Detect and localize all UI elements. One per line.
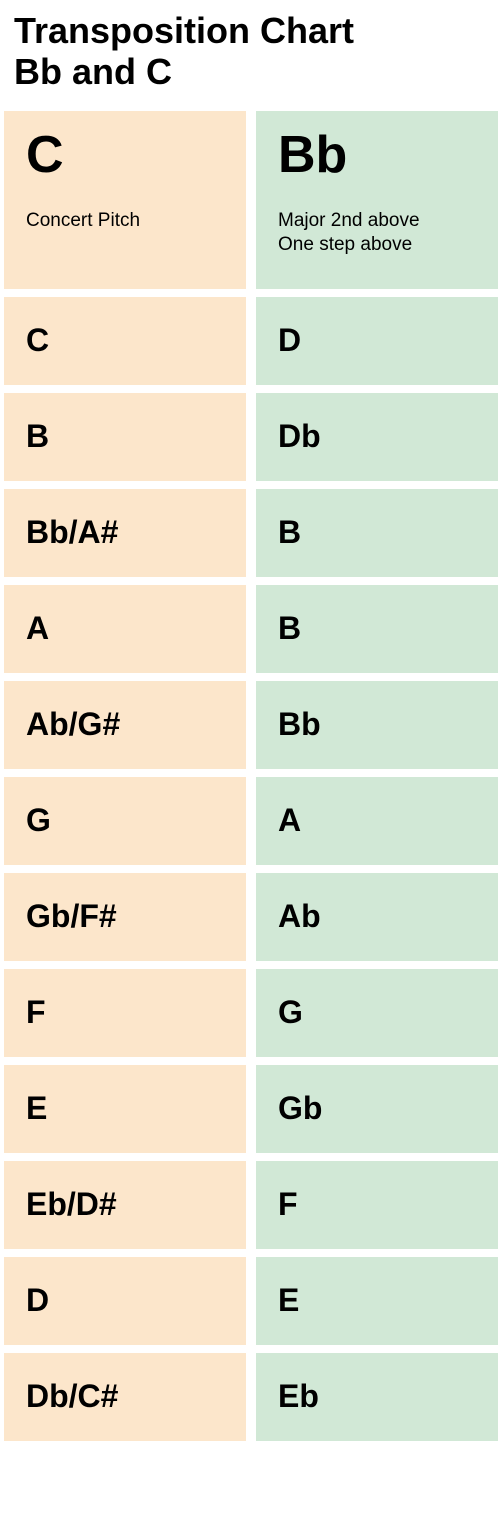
note-cell: Bb <box>256 681 498 769</box>
note-cell: Eb <box>256 1353 498 1441</box>
note-cell: B <box>256 489 498 577</box>
column-key: Bb <box>278 125 498 185</box>
note-cell: G <box>4 777 246 865</box>
note-cell: G <box>256 969 498 1057</box>
column-key: C <box>26 125 246 185</box>
title-line2: Bb and C <box>14 51 488 92</box>
transposition-grid: C Concert Pitch Bb Major 2nd aboveOne step … <box>0 111 502 1441</box>
column-subtitle: Major 2nd aboveOne step above <box>278 209 498 258</box>
note-cell: Eb/D# <box>4 1161 246 1249</box>
note-cell: Db <box>256 393 498 481</box>
note-cell: D <box>256 297 498 385</box>
note-cell: Ab/G# <box>4 681 246 769</box>
note-cell: Gb <box>256 1065 498 1153</box>
column-header: C Concert Pitch <box>4 111 246 289</box>
note-cell: Bb/A# <box>4 489 246 577</box>
note-cell: E <box>4 1065 246 1153</box>
note-cell: D <box>4 1257 246 1345</box>
note-cell: C <box>4 297 246 385</box>
column-subtitle: Concert Pitch <box>26 209 246 234</box>
title-line1: Transposition Chart <box>14 10 488 51</box>
chart-title: Transposition Chart Bb and C <box>0 0 502 111</box>
note-cell: Gb/F# <box>4 873 246 961</box>
note-cell: B <box>256 585 498 673</box>
note-cell: E <box>256 1257 498 1345</box>
note-cell: A <box>256 777 498 865</box>
note-cell: Db/C# <box>4 1353 246 1441</box>
column-header: Bb Major 2nd aboveOne step above <box>256 111 498 289</box>
note-cell: B <box>4 393 246 481</box>
note-cell: F <box>4 969 246 1057</box>
note-cell: A <box>4 585 246 673</box>
note-cell: Ab <box>256 873 498 961</box>
note-cell: F <box>256 1161 498 1249</box>
